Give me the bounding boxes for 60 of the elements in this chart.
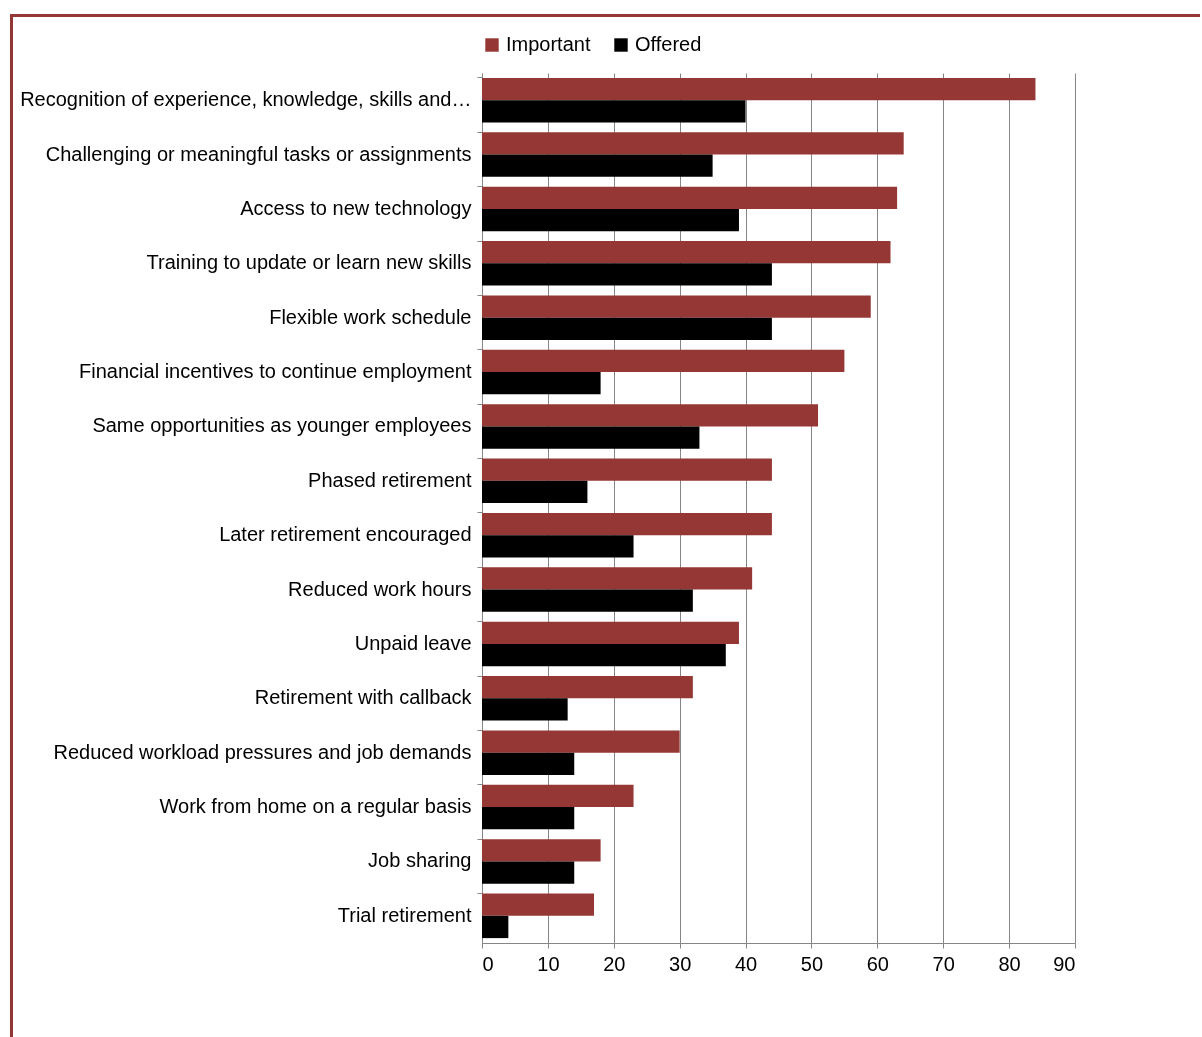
bar bbox=[482, 241, 891, 264]
y-tick-label: Challenging or meaningful tasks or assignments bbox=[45, 142, 472, 165]
bar bbox=[482, 404, 819, 427]
legend-label: Important bbox=[506, 33, 591, 55]
bar bbox=[482, 861, 575, 884]
x-tick-label: 20 bbox=[603, 952, 626, 975]
x-tick-label: 40 bbox=[734, 952, 758, 975]
bar bbox=[482, 186, 898, 209]
bar bbox=[482, 77, 1036, 101]
bar bbox=[482, 263, 772, 286]
x-tick-label: 90 bbox=[1053, 952, 1076, 975]
bar bbox=[482, 621, 739, 644]
bar bbox=[482, 752, 575, 775]
x-tick-label: 80 bbox=[998, 952, 1021, 975]
bar bbox=[482, 643, 726, 667]
bar bbox=[482, 458, 772, 481]
legend-label: Offered bbox=[635, 33, 702, 55]
bar bbox=[482, 807, 575, 830]
y-tick-label: Unpaid leave bbox=[354, 631, 472, 654]
y-tick-label: Access to new technology bbox=[240, 196, 472, 219]
y-tick-label: Trial retirement bbox=[337, 903, 472, 926]
bar bbox=[482, 100, 746, 123]
bar bbox=[482, 535, 634, 558]
x-tick-label: 10 bbox=[537, 952, 560, 975]
bar bbox=[482, 426, 700, 449]
bar bbox=[482, 132, 904, 155]
x-tick-label: 30 bbox=[669, 952, 692, 975]
bar bbox=[482, 512, 772, 536]
x-tick-label: 0 bbox=[482, 952, 494, 975]
bar bbox=[482, 784, 634, 808]
x-tick-label: 60 bbox=[866, 952, 889, 975]
y-tick-label: Training to update or learn new skills bbox=[146, 251, 472, 274]
y-tick-label: Same opportunities as younger employees bbox=[92, 414, 472, 437]
bar bbox=[482, 839, 601, 862]
bar bbox=[482, 349, 845, 373]
y-tick-label: Work from home on a regular basis bbox=[159, 795, 472, 818]
bar bbox=[482, 589, 693, 612]
y-tick-label: Later retirement encouraged bbox=[219, 523, 472, 546]
bar bbox=[482, 698, 568, 721]
y-tick-label: Recognition of experience, knowledge, skills and… bbox=[20, 88, 472, 111]
y-tick-label: Flexible work schedule bbox=[269, 305, 472, 328]
y-tick-label: Financial incentives to continue employment bbox=[79, 360, 472, 383]
bar bbox=[482, 154, 713, 177]
y-tick-label: Job sharing bbox=[368, 849, 472, 872]
bar bbox=[482, 893, 595, 916]
bar bbox=[482, 372, 601, 395]
bar bbox=[482, 480, 588, 504]
bar bbox=[482, 567, 753, 590]
y-tick-label: Reduced workload pressures and job demands bbox=[53, 740, 472, 763]
bar bbox=[482, 915, 509, 939]
y-tick-label: Retirement with callback bbox=[254, 686, 473, 709]
bar bbox=[482, 317, 772, 340]
x-tick-label: 70 bbox=[932, 952, 955, 975]
bar bbox=[482, 295, 871, 318]
bar bbox=[482, 676, 693, 699]
y-tick-label: Phased retirement bbox=[308, 468, 472, 491]
x-tick-label: 50 bbox=[800, 952, 824, 975]
bar bbox=[482, 730, 680, 753]
bar bbox=[482, 208, 739, 232]
y-tick-label: Reduced work hours bbox=[288, 577, 472, 600]
